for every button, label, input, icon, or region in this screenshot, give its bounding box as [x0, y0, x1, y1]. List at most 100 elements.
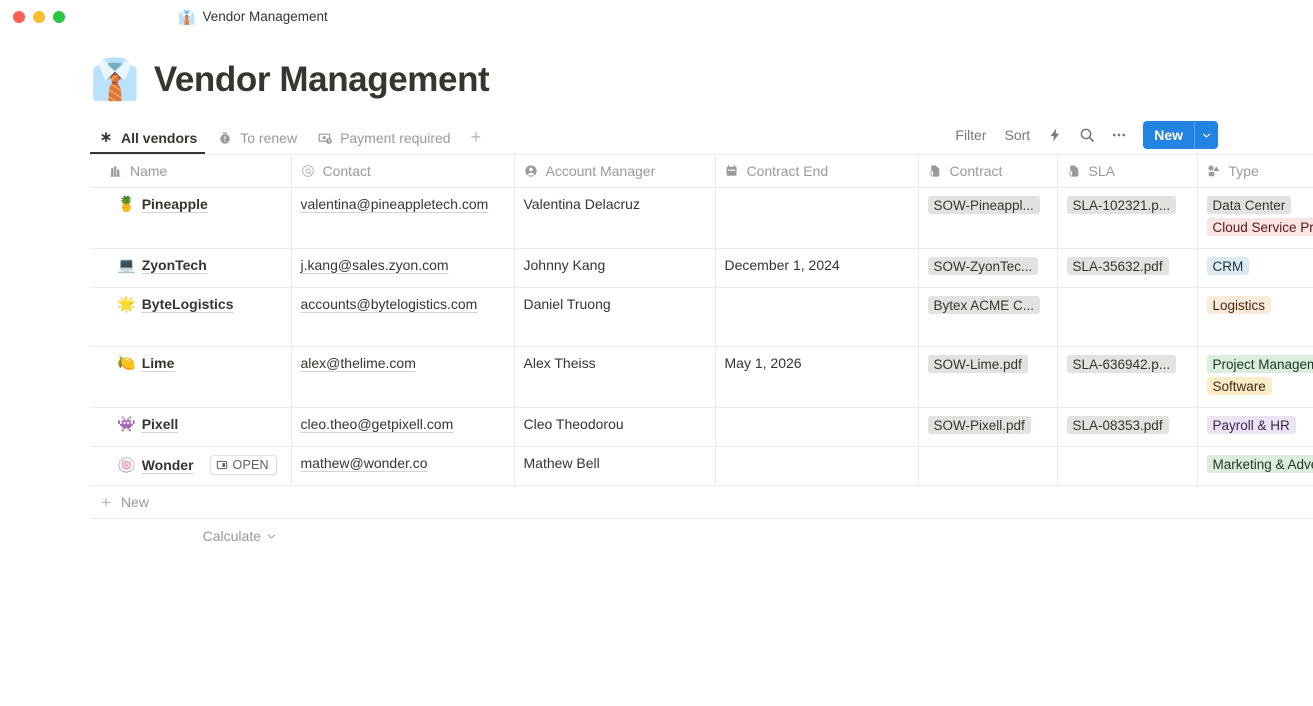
- page-icon-emoji[interactable]: 👔: [90, 58, 140, 102]
- cell-contact[interactable]: mathew@wonder.co: [291, 446, 515, 486]
- add-view-button[interactable]: +: [470, 127, 482, 147]
- cell-contact[interactable]: accounts@bytelogistics.com: [291, 287, 515, 347]
- cell-contract[interactable]: SOW-ZyonTec...: [918, 248, 1058, 288]
- cell-contract-end[interactable]: [715, 446, 919, 486]
- contract-file-chip[interactable]: SOW-Lime.pdf: [927, 355, 1028, 373]
- table-row[interactable]: 👾 Pixell cleo.theo@getpixell.com Cleo Theod…: [90, 407, 1313, 447]
- cell-name[interactable]: 🍋 Lime: [90, 346, 292, 408]
- cell-name[interactable]: 👾 Pixell: [90, 407, 292, 447]
- column-header-contract-end[interactable]: Contract End: [715, 154, 919, 188]
- type-tag[interactable]: CRM: [1206, 257, 1250, 275]
- contact-email[interactable]: cleo.theo@getpixell.com: [300, 416, 454, 432]
- cell-sla[interactable]: SLA-35632.pdf: [1057, 248, 1198, 288]
- table-row[interactable]: 🌟 ByteLogistics accounts@bytelogistics.com…: [90, 287, 1313, 347]
- new-row-button[interactable]: + New: [90, 486, 1313, 519]
- cell-sla[interactable]: SLA-636942.p...: [1057, 346, 1198, 408]
- cell-account-manager[interactable]: Cleo Theodorou: [514, 407, 716, 447]
- sla-file-chip[interactable]: SLA-636942.p...: [1066, 355, 1177, 373]
- cell-contract[interactable]: SOW-Lime.pdf: [918, 346, 1058, 408]
- tab-all-vendors[interactable]: All vendors: [90, 126, 206, 154]
- column-header-contract[interactable]: Contract: [918, 154, 1058, 188]
- contract-file-chip[interactable]: SOW-ZyonTec...: [927, 257, 1039, 275]
- column-header-account-manager[interactable]: Account Manager: [514, 154, 716, 188]
- cell-sla[interactable]: [1057, 446, 1198, 486]
- cell-type[interactable]: Data Center Cloud Service Provider: [1197, 187, 1313, 249]
- cell-contact[interactable]: cleo.theo@getpixell.com: [291, 407, 515, 447]
- search-icon[interactable]: [1073, 122, 1101, 148]
- tab-to-renew[interactable]: To renew: [209, 126, 305, 154]
- cell-contract-end[interactable]: December 1, 2024: [715, 248, 919, 288]
- cell-contract-end[interactable]: [715, 287, 919, 347]
- contact-email[interactable]: accounts@bytelogistics.com: [300, 296, 478, 312]
- sort-button[interactable]: Sort: [1004, 127, 1031, 143]
- cell-type[interactable]: Logistics: [1197, 287, 1313, 347]
- contact-email[interactable]: mathew@wonder.co: [300, 455, 428, 471]
- type-tag[interactable]: Cloud Service Provider: [1206, 218, 1313, 236]
- cell-contract-end[interactable]: [715, 187, 919, 249]
- lightning-icon[interactable]: [1041, 122, 1069, 148]
- cell-contract-end[interactable]: [715, 407, 919, 447]
- table-row[interactable]: 💻 ZyonTech j.kang@sales.zyon.com Johnny Kan…: [90, 248, 1313, 288]
- type-tag[interactable]: Payroll & HR: [1206, 416, 1296, 434]
- ellipsis-icon[interactable]: [1105, 122, 1133, 148]
- cell-sla[interactable]: SLA-08353.pdf: [1057, 407, 1198, 447]
- row-title[interactable]: Lime: [141, 355, 175, 371]
- minimize-window-button[interactable]: [33, 10, 45, 23]
- new-dropdown-button[interactable]: [1194, 121, 1218, 149]
- contact-email[interactable]: j.kang@sales.zyon.com: [300, 257, 449, 273]
- cell-contract[interactable]: Bytex ACME C...: [918, 287, 1058, 347]
- type-tag[interactable]: Software: [1206, 377, 1272, 395]
- type-tag[interactable]: Logistics: [1206, 296, 1272, 314]
- row-title[interactable]: ByteLogistics: [141, 296, 234, 312]
- cell-account-manager[interactable]: Valentina Delacruz: [514, 187, 716, 249]
- type-tag[interactable]: Project Management: [1206, 355, 1313, 373]
- contract-file-chip[interactable]: SOW-Pixell.pdf: [927, 416, 1031, 434]
- cell-contract[interactable]: SOW-Pixell.pdf: [918, 407, 1058, 447]
- cell-name[interactable]: 🌟 ByteLogistics: [90, 287, 292, 347]
- contract-file-chip[interactable]: SOW-Pineappl...: [927, 196, 1040, 214]
- cell-account-manager[interactable]: Alex Theiss: [514, 346, 716, 408]
- calculate-footer[interactable]: Calculate: [90, 519, 291, 553]
- cell-contact[interactable]: alex@thelime.com: [291, 346, 515, 408]
- open-row-button[interactable]: OPEN: [209, 455, 277, 475]
- maximize-window-button[interactable]: [53, 10, 65, 23]
- row-title[interactable]: Wonder: [141, 457, 194, 473]
- sla-file-chip[interactable]: SLA-35632.pdf: [1066, 257, 1169, 275]
- sla-file-chip[interactable]: SLA-102321.p...: [1066, 196, 1177, 214]
- new-button[interactable]: New: [1154, 127, 1183, 143]
- column-header-name[interactable]: Name: [90, 154, 292, 188]
- cell-type[interactable]: Project Management Software: [1197, 346, 1313, 408]
- row-title[interactable]: Pixell: [141, 416, 179, 432]
- cell-account-manager[interactable]: Johnny Kang: [514, 248, 716, 288]
- cell-account-manager[interactable]: Daniel Truong: [514, 287, 716, 347]
- filter-button[interactable]: Filter: [955, 127, 987, 143]
- row-title[interactable]: ZyonTech: [141, 257, 207, 273]
- row-title[interactable]: Pineapple: [141, 196, 208, 212]
- cell-name[interactable]: 🍍 Pineapple: [90, 187, 292, 249]
- cell-sla[interactable]: SLA-102321.p...: [1057, 187, 1198, 249]
- table-row[interactable]: 🍍 Pineapple valentina@pineappletech.com Val…: [90, 187, 1313, 249]
- column-header-type[interactable]: Type: [1197, 154, 1313, 188]
- contact-email[interactable]: valentina@pineappletech.com: [300, 196, 489, 212]
- contract-file-chip[interactable]: Bytex ACME C...: [927, 296, 1041, 314]
- cell-type[interactable]: Payroll & HR: [1197, 407, 1313, 447]
- cell-type[interactable]: Marketing & Advertising: [1197, 446, 1313, 486]
- table-row[interactable]: 🍋 Lime alex@thelime.com Alex Theiss May 1, 2…: [90, 346, 1313, 408]
- close-window-button[interactable]: [13, 10, 25, 23]
- cell-contract[interactable]: [918, 446, 1058, 486]
- column-header-sla[interactable]: SLA: [1057, 154, 1198, 188]
- page-title-text[interactable]: Vendor Management: [153, 60, 490, 99]
- contact-email[interactable]: alex@thelime.com: [300, 355, 416, 371]
- type-tag[interactable]: Data Center: [1206, 196, 1292, 214]
- cell-type[interactable]: CRM: [1197, 248, 1313, 288]
- cell-contract[interactable]: SOW-Pineappl...: [918, 187, 1058, 249]
- sla-file-chip[interactable]: SLA-08353.pdf: [1066, 416, 1169, 434]
- cell-sla[interactable]: [1057, 287, 1198, 347]
- cell-contact[interactable]: valentina@pineappletech.com: [291, 187, 515, 249]
- type-tag[interactable]: Marketing & Advertising: [1206, 455, 1313, 473]
- cell-account-manager[interactable]: Mathew Bell: [514, 446, 716, 486]
- tab-payment-required[interactable]: Payment required: [309, 126, 459, 154]
- column-header-contact[interactable]: Contact: [291, 154, 515, 188]
